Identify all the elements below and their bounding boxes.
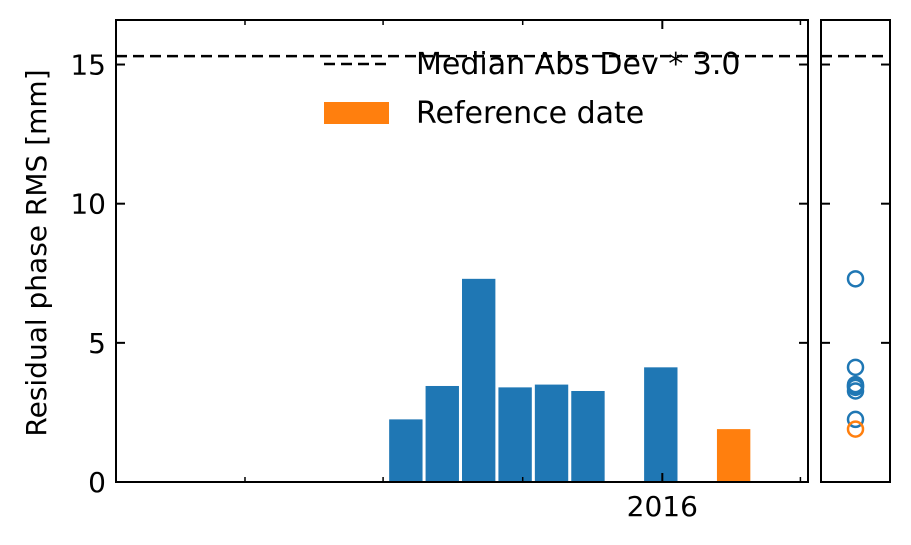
rms-point [846,270,865,288]
legend: Median Abs Dev * 3.0 Reference date [324,47,740,131]
reference-bar [716,429,751,482]
rms-bar [644,367,678,482]
legend-reference-label: Reference date [416,96,644,131]
rms-point [846,382,865,400]
y-tick-label: 5 [88,327,106,360]
reference-point [846,420,865,438]
rms-bar [425,385,459,482]
y-axis-label: Residual phase RMS [mm] [20,69,53,436]
main-plot-panel: 0 5 10 15 2016 Median Abs Dev * 3.0 Referenc… [20,19,809,523]
rms-bar [462,278,496,482]
legend-threshold-label: Median Abs Dev * 3.0 [416,47,740,82]
bars-group [389,278,751,482]
y-tick-label: 10 [70,188,106,221]
main-ticks-group: 0 5 10 15 2016 [70,20,808,523]
legend-reference-swatch [324,102,389,124]
rms-bar [534,384,569,482]
side-scatter-panel [820,19,891,483]
rms-point [846,358,865,377]
rms-bar [571,390,605,482]
rms-bar [389,419,423,482]
rms-bar [498,387,532,482]
side-points-group [846,270,865,438]
y-tick-label: 0 [88,466,106,499]
rms-point [846,410,865,429]
main-plot-frame [115,19,809,483]
y-tick-label: 15 [70,49,106,82]
side-ticks-group [821,63,890,483]
side-plot-frame [820,19,891,483]
x-tick-label: 2016 [627,490,698,523]
